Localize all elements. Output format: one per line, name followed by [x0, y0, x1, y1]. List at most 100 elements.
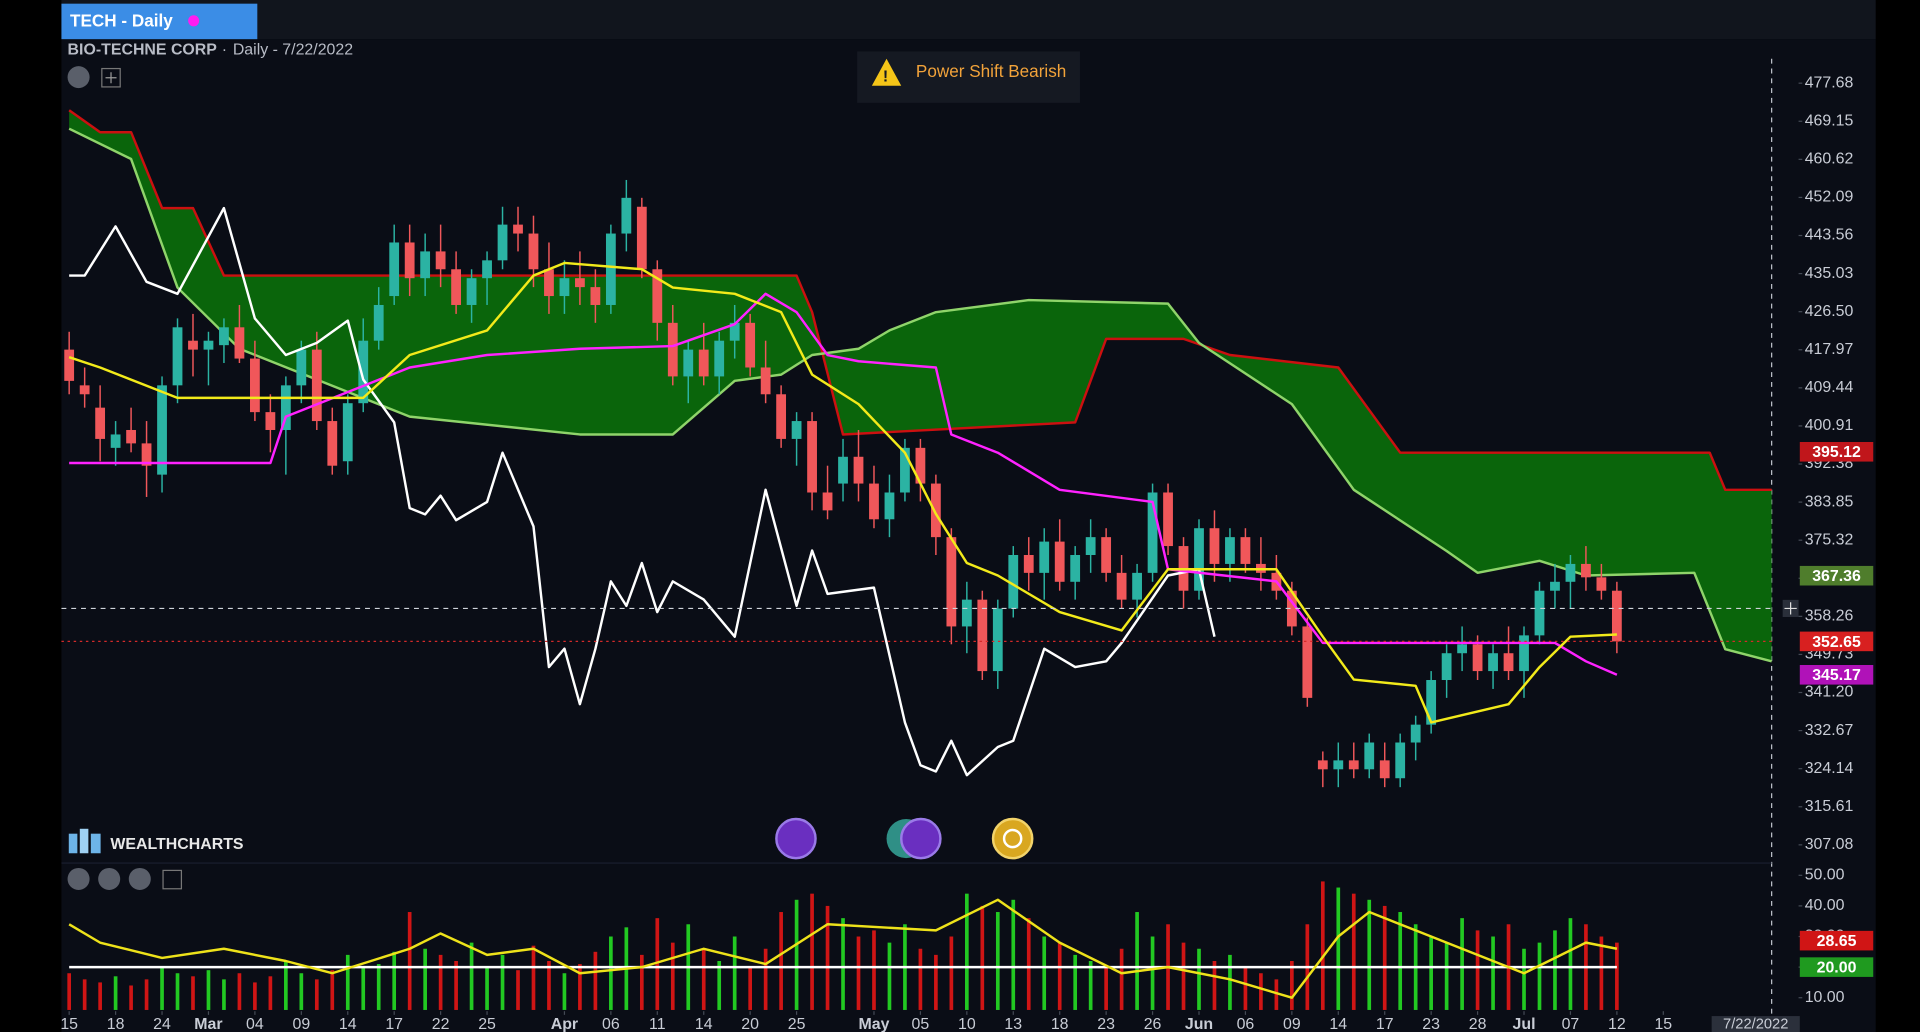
- symbol-name: BIO-TECHNE CORP: [68, 41, 218, 58]
- candle-body: [1054, 541, 1065, 582]
- bar: [1336, 887, 1341, 1010]
- tool-button[interactable]: [98, 867, 121, 890]
- bar: [113, 976, 118, 1010]
- y-tick-label: 417.97: [1805, 341, 1854, 358]
- candle-body: [853, 456, 864, 484]
- candle-body: [64, 349, 75, 381]
- x-tick-label: 26: [1144, 1016, 1162, 1032]
- tab-dot: [188, 15, 200, 27]
- candle-body: [234, 327, 245, 359]
- event-icon[interactable]: [900, 817, 942, 860]
- bar: [1150, 936, 1155, 1010]
- candle-body: [869, 483, 879, 520]
- candle-body: [729, 322, 740, 341]
- x-tick-label: 23: [1422, 1016, 1440, 1032]
- candle-body: [1039, 541, 1050, 573]
- bar: [748, 967, 752, 1010]
- bar: [516, 970, 520, 1010]
- candle-body: [1348, 760, 1359, 770]
- bar: [609, 936, 613, 1010]
- bar: [98, 982, 102, 1010]
- tool-button[interactable]: [67, 66, 90, 89]
- tool-button[interactable]: [128, 867, 151, 890]
- add-button[interactable]: [162, 869, 183, 890]
- candle-body: [389, 242, 400, 297]
- bar: [639, 954, 644, 1010]
- bar: [1568, 918, 1573, 1010]
- cloud-upper-line: [68, 109, 1772, 492]
- price-badge: [1799, 631, 1874, 652]
- y-tick-label: 358.26: [1805, 608, 1854, 625]
- clock-icon: [1002, 828, 1023, 849]
- event-icon[interactable]: [775, 817, 817, 860]
- y-tick-label: 375.32: [1805, 531, 1854, 548]
- x-tick-label: 15: [60, 1016, 78, 1032]
- candle-body: [791, 421, 802, 439]
- candle-body: [482, 260, 492, 279]
- candle-body: [1410, 724, 1421, 743]
- candle-body: [1581, 563, 1591, 578]
- candle-body: [1333, 760, 1344, 770]
- bar: [1553, 930, 1557, 1010]
- interval: Daily - 7/22/2022: [233, 41, 353, 58]
- candle-body: [714, 340, 725, 377]
- x-tick-label: 14: [339, 1016, 357, 1032]
- candle-body: [1302, 626, 1313, 698]
- x-tick-label: 07: [1562, 1016, 1580, 1032]
- bar: [655, 918, 660, 1010]
- x-tick-label: 25: [788, 1016, 806, 1032]
- candle-body: [1503, 653, 1514, 672]
- x-tick-label: 14: [695, 1016, 713, 1032]
- bar: [1057, 942, 1062, 1010]
- indicator-line: [69, 206, 1216, 777]
- candle-body: [1023, 554, 1034, 573]
- candle-body: [575, 278, 585, 288]
- bar: [454, 960, 458, 1010]
- bar: [222, 979, 226, 1010]
- candle-body: [745, 322, 756, 368]
- candle-body: [513, 224, 523, 234]
- candle-body: [373, 304, 384, 341]
- candle-body: [327, 421, 338, 466]
- bar: [1522, 948, 1526, 1010]
- y-tick-label: 435.03: [1805, 265, 1854, 282]
- candle-body: [1194, 528, 1204, 591]
- candle-body: [946, 537, 957, 627]
- bar: [1398, 912, 1403, 1010]
- bar: [1011, 899, 1016, 1010]
- candle-body: [1519, 635, 1529, 672]
- candle-body: [420, 251, 431, 279]
- overlay: 395.12 367.36 352.65 345.17 28.65 20.00: [1799, 441, 1874, 977]
- bar: [1351, 893, 1356, 1010]
- candle-body: [1550, 581, 1560, 591]
- x-tick-label: 04: [246, 1016, 264, 1032]
- bar: [1460, 918, 1464, 1010]
- candle-body: [667, 322, 678, 377]
- bar: [1181, 942, 1186, 1010]
- y-tick-label: 460.62: [1805, 151, 1854, 168]
- x-tick-label: 18: [107, 1016, 125, 1032]
- x-tick-label: 15: [1654, 1016, 1672, 1032]
- add-button[interactable]: [101, 67, 121, 88]
- symbol-tab[interactable]: [61, 3, 258, 40]
- bar: [1320, 881, 1325, 1010]
- x-tick-label: 13: [1004, 1016, 1022, 1032]
- tool-button[interactable]: [67, 867, 90, 890]
- bar: [1228, 954, 1232, 1010]
- bar: [1212, 960, 1217, 1010]
- candle-body: [1488, 653, 1498, 672]
- candle-body: [451, 269, 461, 305]
- bar: [578, 964, 582, 1010]
- price-badge: [1799, 930, 1874, 951]
- x-tick-label: May: [859, 1016, 890, 1032]
- bar: [1274, 979, 1279, 1010]
- bar: [175, 973, 180, 1010]
- y-tick-label: 469.15: [1805, 112, 1854, 129]
- event-icon[interactable]: [991, 817, 1034, 860]
- candle-body: [342, 403, 353, 462]
- bar: [206, 970, 211, 1010]
- y-tick-label: 477.68: [1805, 74, 1854, 91]
- bar: [1382, 905, 1387, 1010]
- bar: [299, 973, 304, 1010]
